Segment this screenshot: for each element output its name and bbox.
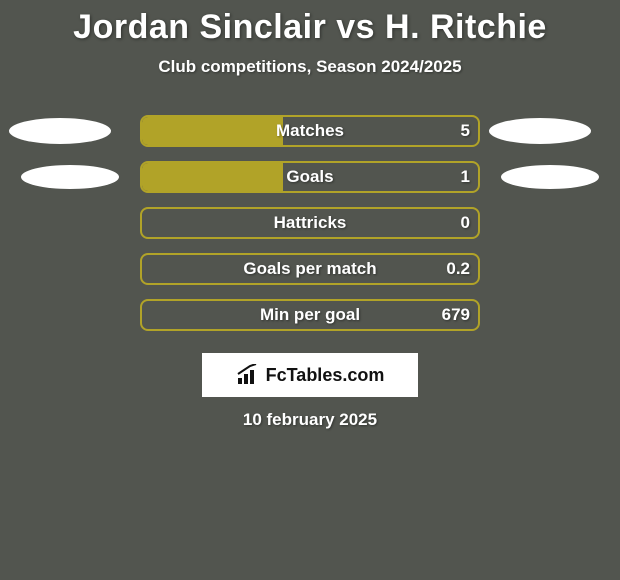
stat-value: 0 bbox=[0, 207, 480, 239]
stat-value: 679 bbox=[0, 299, 480, 331]
stat-row: Goals per match0.2 bbox=[0, 246, 620, 292]
stat-value: 5 bbox=[0, 115, 480, 147]
stat-row: Hattricks0 bbox=[0, 200, 620, 246]
logo-text: FcTables.com bbox=[266, 365, 385, 386]
card-title: Jordan Sinclair vs H. Ritchie bbox=[0, 0, 620, 47]
stats-rows: Matches5Goals1Hattricks0Goals per match0… bbox=[0, 108, 620, 338]
fctables-logo[interactable]: FcTables.com bbox=[202, 353, 418, 397]
comparison-card: Jordan Sinclair vs H. Ritchie Club compe… bbox=[0, 0, 620, 580]
card-date: 10 february 2025 bbox=[0, 410, 620, 430]
stat-value: 1 bbox=[0, 161, 480, 193]
stat-row: Min per goal679 bbox=[0, 292, 620, 338]
stat-row: Matches5 bbox=[0, 108, 620, 154]
bar-chart-icon bbox=[236, 364, 260, 386]
stat-value: 0.2 bbox=[0, 253, 480, 285]
card-subtitle: Club competitions, Season 2024/2025 bbox=[0, 57, 620, 77]
stat-row: Goals1 bbox=[0, 154, 620, 200]
